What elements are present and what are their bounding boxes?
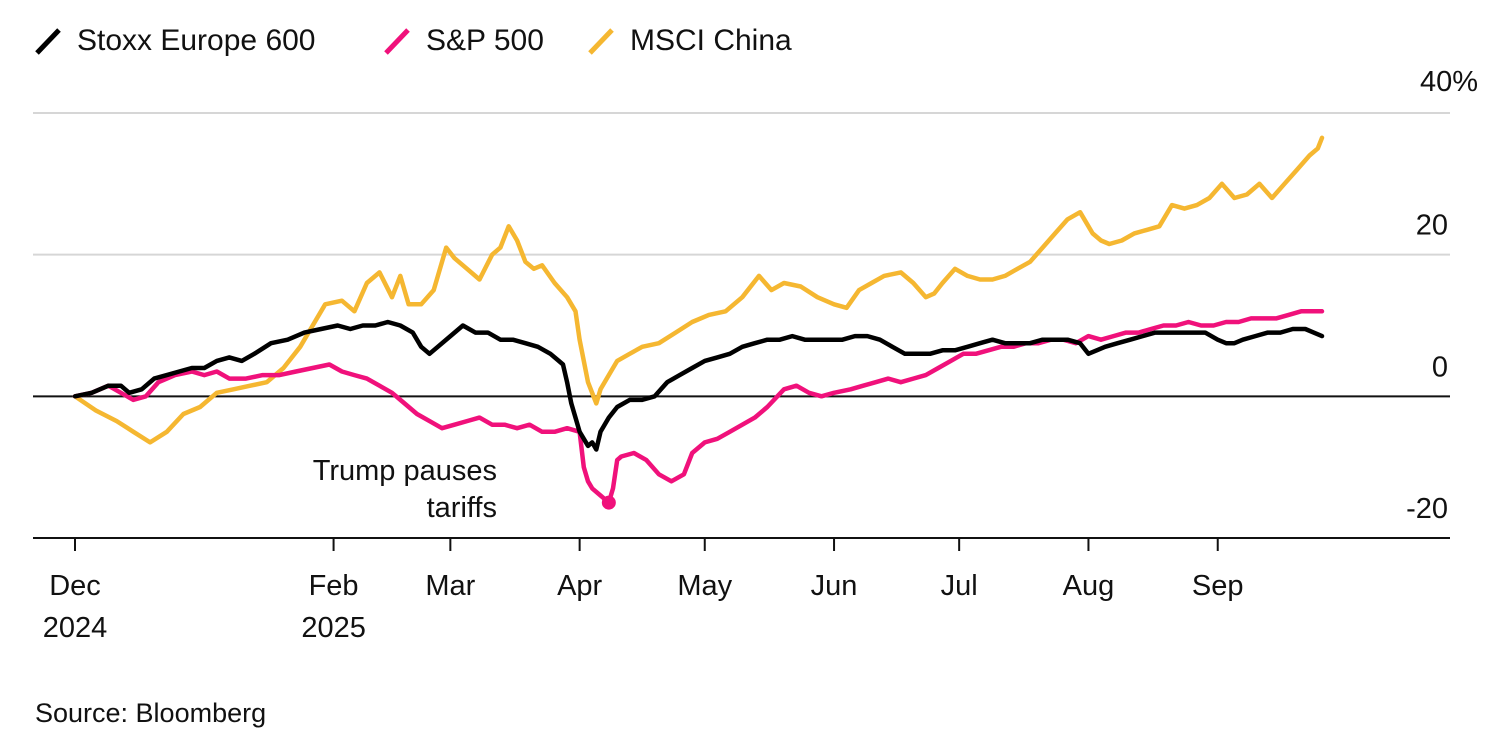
y-tick-label-40: 40% — [1420, 66, 1478, 98]
x-tick-feb: Feb 2025 — [301, 538, 366, 644]
y-tick-label-0: 0 — [1432, 351, 1448, 383]
x-tick-label-jul: Jul — [941, 570, 978, 602]
annotation: Trump pauses tariffs — [313, 455, 616, 524]
y-tick-label-20: 20 — [1416, 210, 1448, 242]
x-tick-aug: Aug — [1063, 538, 1115, 602]
x-tick-label-aug: Aug — [1063, 570, 1115, 602]
legend-label-stoxx: Stoxx Europe 600 — [77, 24, 316, 57]
y-axis-labels: 40% 20 0 -20 — [1406, 66, 1478, 525]
series-line-stoxx-europe-600 — [72, 319, 1325, 452]
x-tick-mar: Mar — [425, 538, 476, 602]
x-tick-sublabel-feb: 2025 — [301, 612, 366, 644]
x-tick-dec: Dec 2024 — [43, 538, 108, 644]
legend-item-stoxx: Stoxx Europe 600 — [35, 24, 316, 57]
series-lines — [72, 135, 1325, 505]
annotation-marker — [601, 495, 616, 510]
x-axis: Dec 2024 Feb 2025 Mar Apr May Jun Jul — [33, 537, 1450, 644]
x-tick-label-mar: Mar — [425, 570, 475, 602]
x-tick-label-sep: Sep — [1192, 570, 1244, 602]
x-tick-label-apr: Apr — [557, 570, 602, 602]
x-tick-label-dec: Dec — [49, 570, 101, 602]
x-tick-sep: Sep — [1192, 538, 1244, 602]
series-line-sp500 — [72, 309, 1325, 505]
source-note: Source: Bloomberg — [35, 698, 266, 728]
legend-item-sp500: S&P 500 — [384, 24, 544, 57]
x-tick-jul: Jul — [941, 538, 978, 602]
x-tick-may: May — [677, 538, 733, 602]
series-line-msci-china — [72, 135, 1325, 445]
y-tick-label-neg20: -20 — [1406, 493, 1448, 525]
annotation-text-line1: Trump pauses — [313, 455, 497, 487]
legend: Stoxx Europe 600 S&P 500 MSCI China — [35, 24, 792, 57]
x-tick-label-may: May — [677, 570, 732, 602]
x-tick-label-jun: Jun — [811, 570, 858, 602]
legend-swatch-stoxx — [35, 28, 61, 55]
legend-swatch-sp500 — [384, 28, 410, 55]
gridlines — [33, 112, 1450, 398]
x-tick-sublabel-dec: 2024 — [43, 612, 108, 644]
x-tick-label-feb: Feb — [309, 570, 359, 602]
legend-swatch-msci — [588, 28, 614, 55]
legend-label-sp500: S&P 500 — [426, 24, 544, 57]
annotation-text-line2: tariffs — [427, 492, 497, 524]
x-tick-apr: Apr — [557, 538, 603, 602]
legend-label-msci: MSCI China — [630, 24, 792, 57]
legend-item-msci: MSCI China — [588, 24, 792, 57]
x-tick-jun: Jun — [811, 538, 858, 602]
